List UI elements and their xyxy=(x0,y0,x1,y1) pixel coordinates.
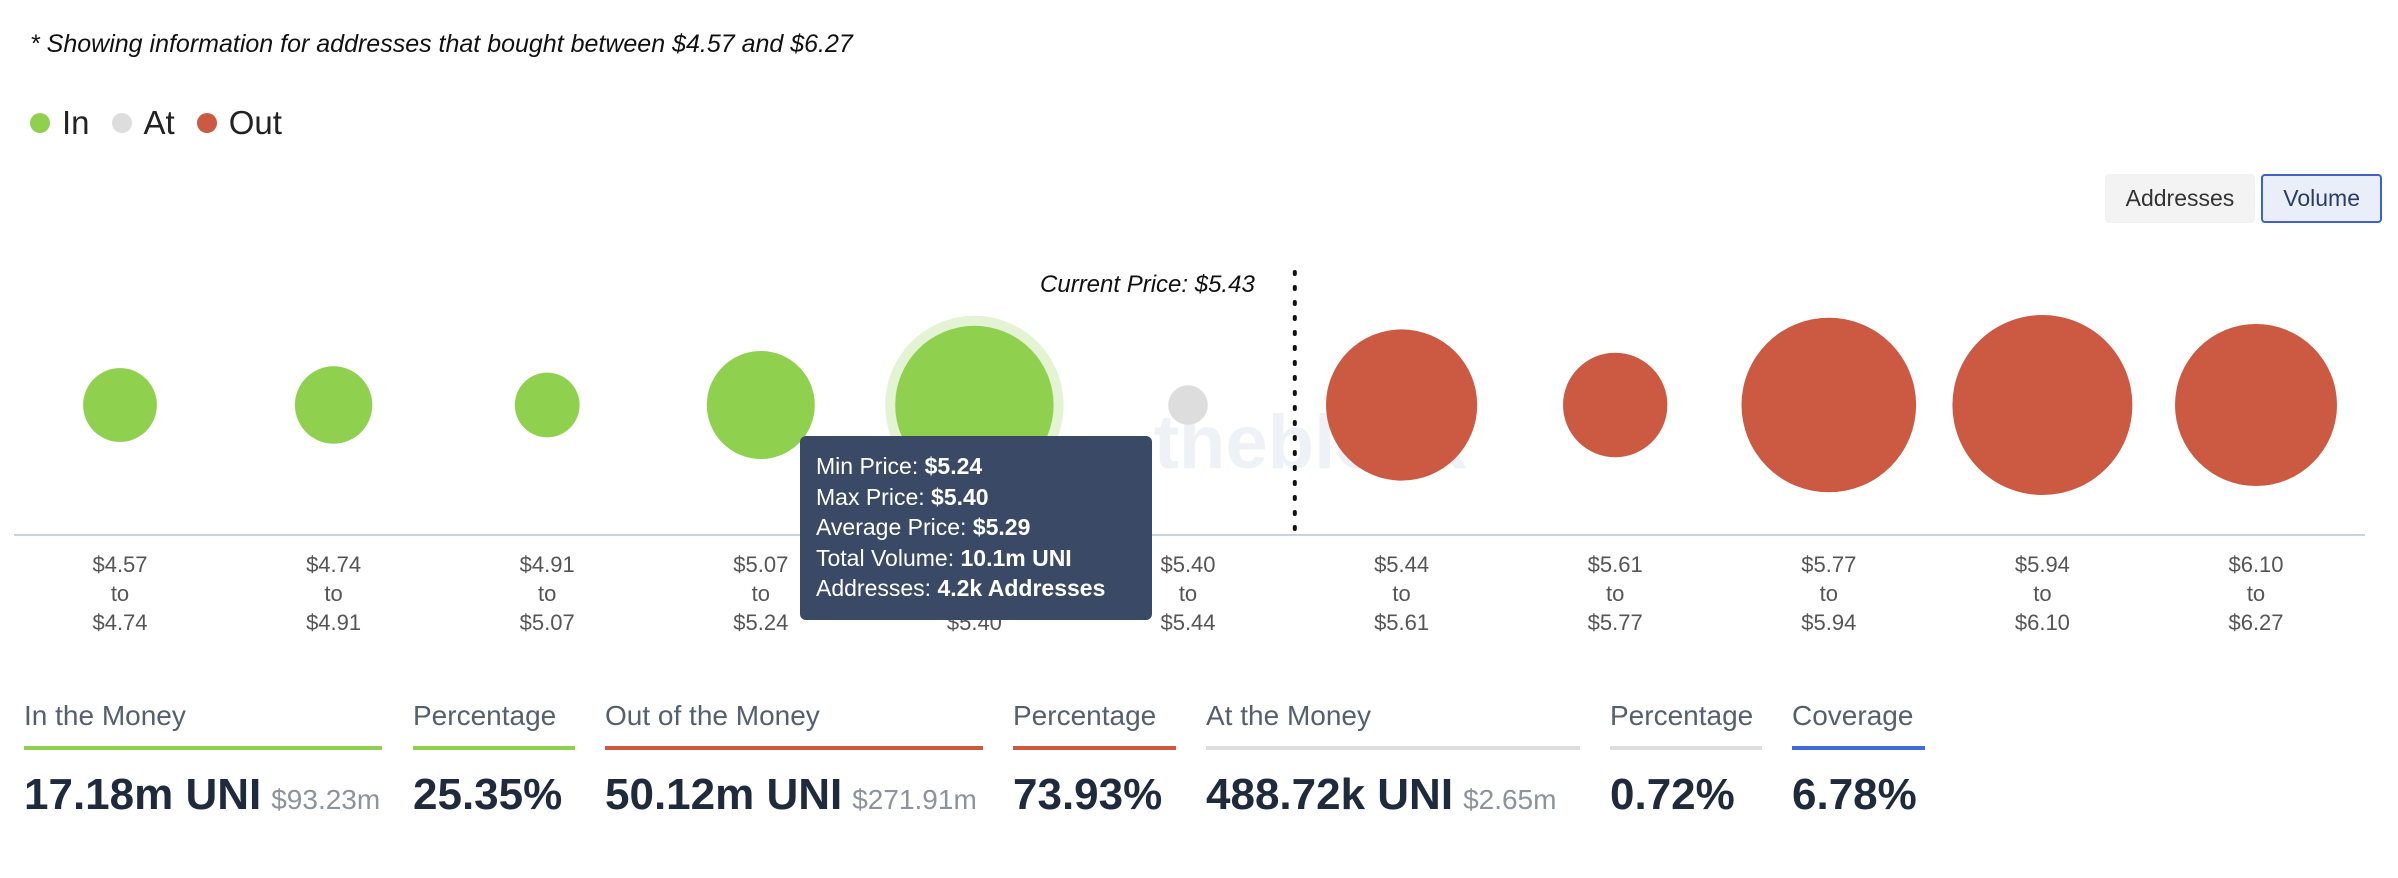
metric-at-percentage: Percentage 0.72% xyxy=(1610,700,1762,820)
bubble-tooltip: Min Price: $5.24 Max Price: $5.40 Averag… xyxy=(800,436,1152,620)
bin-label-connector: to xyxy=(1392,581,1410,606)
addresses-toggle-button[interactable]: Addresses xyxy=(2104,174,2256,223)
metric-usd-value: $93.23m xyxy=(271,784,381,815)
legend-label-out: Out xyxy=(228,104,282,141)
metric-rule xyxy=(1206,746,1580,750)
bin-label-connector: to xyxy=(1606,581,1624,606)
metric-usd-value: $271.91m xyxy=(852,784,977,815)
legend-dot-out xyxy=(196,113,217,133)
bin-label-to: $5.77 xyxy=(1588,610,1643,635)
metric-value: 0.72% xyxy=(1610,770,1735,819)
metric-label: Percentage xyxy=(1610,700,1754,731)
tooltip-row-min: Min Price: $5.24 xyxy=(816,453,983,479)
bin-label-from: $6.10 xyxy=(2228,552,2283,577)
tooltip-row-average: Average Price: $5.29 xyxy=(816,514,1031,540)
volume-toggle-button[interactable]: Volume xyxy=(2261,174,2382,223)
bubble-out xyxy=(1326,329,1478,481)
bin-label-connector: to xyxy=(538,581,556,606)
bin-label-from: $5.77 xyxy=(1801,552,1856,577)
metric-value: 488.72k UNI $2.65m xyxy=(1206,770,1557,819)
legend: In At Out xyxy=(30,104,304,142)
bin-label-from: $5.94 xyxy=(2015,552,2070,577)
bubble-in xyxy=(83,368,157,442)
legend-item-at: At xyxy=(111,104,175,142)
metric-rule xyxy=(1013,746,1176,750)
metric-label: Percentage xyxy=(413,700,557,731)
bin-label-to: $6.10 xyxy=(2015,610,2070,635)
bin-label-to: $4.74 xyxy=(92,610,147,635)
current-price-label: Current Price: $5.43 xyxy=(1040,271,1255,298)
bin-label-from: $5.61 xyxy=(1588,552,1643,577)
metric-rule xyxy=(1610,746,1762,750)
bin-label-from: $4.57 xyxy=(92,552,147,577)
legend-item-in: In xyxy=(30,104,90,142)
bin-label-to: $5.61 xyxy=(1374,610,1429,635)
bin-label-connector: to xyxy=(111,581,129,606)
filter-note: * Showing information for addresses that… xyxy=(30,30,853,58)
metric-label: Percentage xyxy=(1013,700,1157,731)
metric-value: 25.35% xyxy=(413,770,563,819)
metric-in-the-money: In the Money 17.18m UNI $93.23m xyxy=(24,700,382,820)
metric-toggle: Addresses Volume xyxy=(2099,174,2382,223)
metric-value: 6.78% xyxy=(1792,770,1917,819)
tooltip-row-addresses: Addresses: 4.2k Addresses xyxy=(816,575,1106,601)
metric-value: 50.12m UNI $271.91m xyxy=(605,770,977,819)
legend-label-at: At xyxy=(143,104,175,141)
metric-rule xyxy=(413,746,575,750)
metric-out-percentage: Percentage 73.93% xyxy=(1013,700,1176,820)
metric-label: At the Money xyxy=(1206,700,1371,731)
legend-item-out: Out xyxy=(196,104,282,142)
bin-label-connector: to xyxy=(2247,581,2265,606)
bin-label-connector: to xyxy=(1820,581,1838,606)
bin-label-connector: to xyxy=(1179,581,1197,606)
metric-label: Coverage xyxy=(1792,700,1914,731)
legend-label-in: In xyxy=(62,104,90,141)
metric-label: Out of the Money xyxy=(605,700,820,731)
bin-label-to: $4.91 xyxy=(306,610,361,635)
metric-value: 17.18m UNI $93.23m xyxy=(24,770,381,819)
bubble-in xyxy=(514,372,580,438)
bin-label-to: $5.94 xyxy=(1801,610,1856,635)
bin-label-to: $5.24 xyxy=(733,610,788,635)
bubble-in xyxy=(706,351,815,459)
legend-dot-in xyxy=(30,113,50,133)
metric-out-of-the-money: Out of the Money 50.12m UNI $271.91m xyxy=(605,700,983,820)
bubble-out xyxy=(1563,352,1668,458)
bin-label-connector: to xyxy=(324,581,342,606)
metric-at-the-money: At the Money 488.72k UNI $2.65m xyxy=(1206,700,1580,820)
bin-label-connector: to xyxy=(2033,581,2051,606)
metric-in-percentage: Percentage 25.35% xyxy=(413,700,575,820)
bin-label-from: $5.40 xyxy=(1160,552,1215,577)
bin-label-from: $4.74 xyxy=(306,552,361,577)
bin-label-to: $6.27 xyxy=(2228,610,2283,635)
legend-dot-at xyxy=(111,113,132,133)
bubble-out xyxy=(2175,324,2337,486)
metric-value: 73.93% xyxy=(1013,770,1163,819)
bin-label-from: $5.07 xyxy=(733,552,788,577)
metric-label: In the Money xyxy=(24,700,186,731)
bin-label-to: $5.07 xyxy=(520,610,575,635)
bin-label-to: $5.44 xyxy=(1160,610,1215,635)
bin-label-from: $5.44 xyxy=(1374,552,1429,577)
bin-label-from: $4.91 xyxy=(520,552,575,577)
tooltip-row-max: Max Price: $5.40 xyxy=(816,483,989,510)
bubble-in xyxy=(294,366,373,444)
bin-label-connector: to xyxy=(752,581,770,606)
metric-coverage: Coverage 6.78% xyxy=(1792,700,1925,820)
bubble-at xyxy=(1168,385,1208,425)
metric-usd-value: $2.65m xyxy=(1463,784,1557,815)
metric-rule xyxy=(1792,746,1925,750)
bubble-out xyxy=(1741,317,1917,493)
metric-rule xyxy=(605,746,983,750)
metric-rule xyxy=(24,746,382,750)
tooltip-row-volume: Total Volume: 10.1m UNI xyxy=(816,544,1072,571)
bubble-out xyxy=(1952,315,2133,495)
